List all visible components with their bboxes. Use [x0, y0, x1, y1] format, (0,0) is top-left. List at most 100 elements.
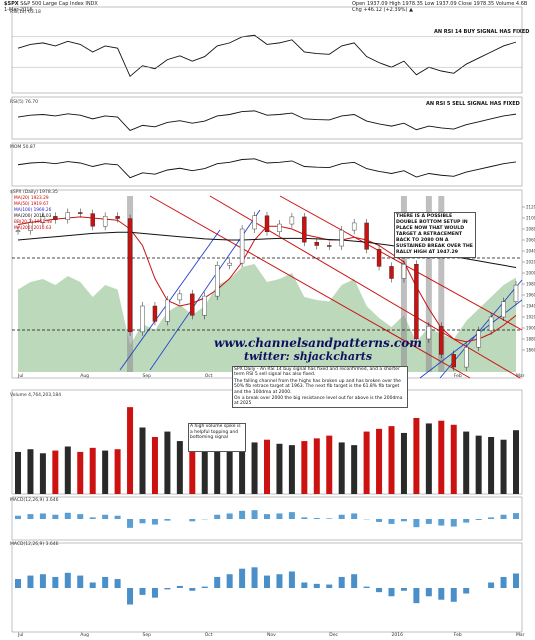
volume-spike-note: A high volume spike is a helpful topping… [190, 424, 241, 441]
macd1-bar [513, 513, 519, 519]
candle-body [190, 293, 195, 316]
month-label: Dec [329, 632, 338, 638]
macd1-bar [27, 514, 34, 519]
macd2-bar [251, 567, 258, 588]
rsi5-label: RSI(5) 76.70 [10, 99, 38, 105]
candle-body [252, 215, 257, 230]
candle-body [53, 216, 58, 220]
macd1-bar [226, 513, 233, 519]
macd2-bar [27, 575, 34, 588]
volume-bar [326, 435, 333, 494]
price-tick-label: 1980 [526, 282, 535, 287]
price-label: $SPX (Daily) 1978.35 [10, 189, 58, 195]
volume-bar [151, 437, 158, 494]
price-tick-label: 1880 [526, 337, 535, 342]
panel-frame [11, 6, 523, 94]
month-label: Sep [143, 632, 152, 638]
macd2-bar [413, 588, 420, 604]
macd1-bar [313, 518, 320, 519]
candle-body [127, 218, 133, 333]
macd1-bar [89, 517, 96, 519]
macd2-bar [488, 582, 495, 588]
macd1-bar [338, 514, 345, 519]
macd2-bar [400, 588, 407, 591]
macd1-bar [450, 519, 457, 527]
macd1-bar [388, 519, 395, 524]
macd2-bar [39, 574, 46, 588]
macd1-bar [425, 519, 432, 524]
double-bottom-note: THERE IS A POSSIBLE DOUBLE BOTTOM SETUP … [396, 214, 473, 255]
macd2-bar [288, 571, 295, 588]
volume-bar [351, 445, 358, 494]
volume-bar [39, 453, 46, 494]
macd1-bar [52, 514, 59, 519]
price-tick-label: 1920 [526, 315, 535, 320]
ohlc-readout: Open 1937.09 High 1978.35 Low 1937.09 Cl… [352, 1, 528, 13]
candle-body [451, 354, 456, 368]
price-tick-label: 1900 [526, 326, 535, 331]
volume-bar [438, 420, 445, 494]
volume-bar [463, 431, 470, 494]
volume-bar [139, 427, 146, 494]
volume-bar [251, 442, 258, 494]
rsi14-signal-note: AN RSI 14 BUY SIGNAL HAS FIXED [434, 29, 530, 35]
macd2-bar [338, 576, 345, 588]
candle-body [439, 326, 444, 355]
volume-bars [15, 407, 519, 494]
macd2-bar [438, 588, 445, 600]
rsi5-signal-note: AN RSI 5 SELL SIGNAL HAS FIXED [426, 101, 520, 107]
candle-body [376, 249, 382, 267]
candle-body [152, 305, 158, 322]
candle-body [140, 305, 145, 333]
macd2-bar [226, 574, 233, 588]
macd2-bar [89, 582, 96, 588]
spx-daily-note-box [232, 366, 408, 408]
macd2-bar [326, 584, 333, 588]
macd1-bar [413, 519, 420, 528]
volume-bar [127, 407, 134, 494]
macd1-bar [39, 513, 46, 519]
rsi-area-overlay [18, 264, 516, 372]
macd2-bar [313, 583, 320, 588]
volume-bar [475, 435, 482, 494]
macd2-bar [77, 575, 84, 588]
macd1-bar [164, 519, 171, 521]
spx-daily-note-3: On a break over 2000 the big resistance … [234, 396, 403, 407]
price-tick-label: 2100 [526, 216, 535, 221]
macd2-bar [127, 588, 134, 605]
macd2-bar [425, 588, 432, 597]
chart-date: 1-Mar-2016 [4, 7, 33, 13]
candle-body [65, 212, 71, 220]
macd2-bar [463, 588, 470, 594]
spx-daily-note-2: The falling channel from the highs has b… [234, 379, 401, 395]
falling-channel-line [279, 195, 523, 331]
candle-body [90, 213, 95, 227]
indicator-lines [12, 34, 522, 179]
symbol: $SPX [4, 1, 19, 7]
watermark-twitter: twitter: shjackcharts [244, 350, 373, 363]
price-axis-ticks: 1860 1880 1900 1920 1940 1960 1980 2000 2020 2040… [522, 205, 535, 353]
macd2-bar [52, 576, 59, 588]
macd2-bar [239, 568, 246, 588]
macd1-label: MACD(12,26,9) 3.646 [10, 497, 59, 503]
volume-bar [513, 430, 519, 494]
volume-bar [450, 424, 457, 494]
price-tick-label: 2020 [526, 260, 535, 265]
double-bottom-note-box [394, 212, 476, 258]
macd2-bar [201, 586, 208, 588]
volume-bar [301, 441, 308, 494]
highlight-column [425, 196, 432, 372]
candle-body [513, 284, 519, 302]
volume-bar [288, 445, 295, 494]
volume-bar [313, 438, 320, 494]
month-label: Jul [17, 373, 23, 379]
candle-body [339, 229, 344, 247]
candle-body [177, 293, 183, 301]
price-tick-label: 2120 [526, 205, 535, 210]
candle-body [277, 223, 282, 232]
highlight-column [438, 196, 445, 372]
price-tick-label: 1960 [526, 293, 535, 298]
macd2-bar [64, 572, 71, 588]
macd2-label: MACD(12,26,9) 3.646 [10, 541, 59, 547]
macd2-bar [500, 576, 507, 588]
